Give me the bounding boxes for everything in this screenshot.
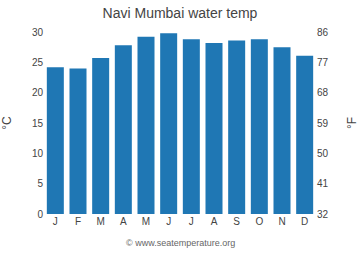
svg-text:0: 0	[37, 209, 43, 220]
svg-text:J: J	[189, 216, 194, 227]
svg-text:59: 59	[317, 118, 329, 129]
svg-text:30: 30	[32, 27, 44, 38]
svg-text:°F: °F	[345, 117, 359, 129]
svg-text:O: O	[255, 216, 263, 227]
svg-text:°C: °C	[0, 116, 14, 130]
svg-text:J: J	[53, 216, 58, 227]
svg-text:N: N	[278, 216, 285, 227]
svg-text:D: D	[301, 216, 308, 227]
svg-text:J: J	[166, 216, 171, 227]
svg-text:25: 25	[32, 57, 44, 68]
svg-text:77: 77	[317, 57, 329, 68]
svg-text:S: S	[233, 216, 240, 227]
svg-text:Navi Mumbai water temp: Navi Mumbai water temp	[103, 5, 258, 21]
svg-text:M: M	[142, 216, 150, 227]
svg-text:32: 32	[317, 209, 329, 220]
svg-text:68: 68	[317, 87, 329, 98]
svg-text:M: M	[96, 216, 104, 227]
svg-text:10: 10	[32, 148, 44, 159]
svg-text:20: 20	[32, 87, 44, 98]
svg-text:86: 86	[317, 27, 329, 38]
svg-text:F: F	[75, 216, 81, 227]
svg-text:A: A	[211, 216, 218, 227]
svg-text:41: 41	[317, 178, 329, 189]
svg-text:A: A	[120, 216, 127, 227]
svg-text:50: 50	[317, 148, 329, 159]
svg-text:© www.seatemperature.org: © www.seatemperature.org	[126, 238, 235, 248]
svg-text:5: 5	[37, 178, 43, 189]
svg-text:15: 15	[32, 118, 44, 129]
